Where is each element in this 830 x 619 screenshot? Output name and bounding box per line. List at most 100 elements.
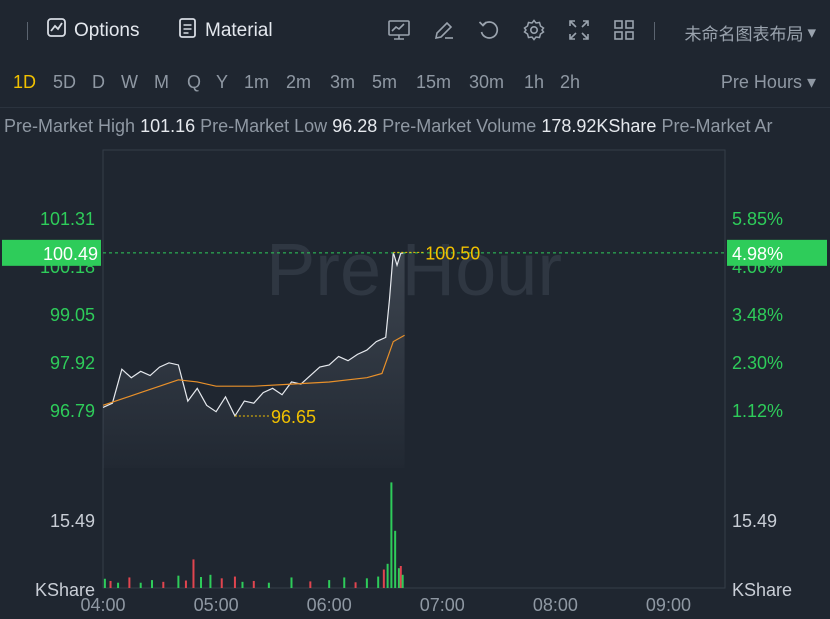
watermark: Pre Hour	[266, 228, 562, 311]
current-percent-label: 4.98%	[732, 244, 783, 264]
volume-bar	[390, 482, 393, 588]
volume-bar	[220, 578, 223, 588]
period-tab-m[interactable]: M	[154, 72, 169, 92]
period-tab-5m[interactable]: 5m	[372, 72, 398, 92]
high-marker-label: 100.50	[425, 243, 480, 263]
low-marker-label: 96.65	[271, 407, 316, 427]
volume-unit-label: KShare	[732, 580, 792, 600]
volume-label: Pre-Market Volume	[382, 116, 537, 136]
volume-bar	[209, 574, 212, 588]
volume-bar	[382, 569, 385, 588]
volume-tick-label: 15.49	[50, 511, 95, 531]
period-tab-d[interactable]: D	[92, 72, 105, 92]
period-tab-1d[interactable]: 1D	[13, 72, 37, 92]
volume-bar	[139, 582, 142, 588]
time-tick-label: 04:00	[80, 595, 125, 615]
volume-bar	[200, 577, 203, 588]
volume-unit-label: KShare	[35, 580, 95, 600]
settings-icon[interactable]	[522, 18, 546, 42]
period-tab-1m[interactable]: 1m	[244, 72, 270, 92]
trailing-stat-label: Pre-Market Ar	[661, 116, 773, 136]
volume-bar	[103, 578, 106, 588]
price-tick-label: 101.31	[40, 209, 95, 229]
volume-bar	[184, 580, 187, 588]
percent-tick-label: 2.30%	[732, 353, 783, 373]
options-icon	[46, 17, 68, 45]
reset-icon[interactable]	[477, 18, 501, 42]
percent-tick-label: 3.48%	[732, 305, 783, 325]
period-tab-5d[interactable]: 5D	[53, 72, 77, 92]
chart-icon[interactable]	[387, 18, 411, 42]
caret-down-icon: ▾	[807, 22, 816, 42]
percent-tick-label: 1.12%	[732, 401, 783, 421]
caret-down-icon: ▾	[806, 72, 816, 92]
period-tab-30m[interactable]: 30m	[469, 72, 505, 92]
grid-icon[interactable]	[612, 18, 636, 42]
material-button[interactable]: Material	[177, 18, 273, 44]
volume-bar	[386, 563, 389, 588]
high-value: 101.16	[140, 116, 196, 136]
pre-hours-selector[interactable]: Pre Hours ▾	[721, 72, 816, 93]
volume-bar	[177, 575, 180, 588]
volume-bar	[162, 581, 165, 588]
period-tab-q[interactable]: Q	[187, 72, 202, 92]
divider	[0, 107, 830, 108]
volume-bar	[233, 576, 236, 588]
volume-bar	[117, 582, 120, 588]
price-area	[103, 252, 405, 468]
price-tick-label: 99.05	[50, 305, 95, 325]
time-tick-label: 05:00	[194, 595, 239, 615]
price-chart[interactable]: Pre Hour 101.31100.1899.0597.9296.7915.4…	[0, 140, 830, 619]
time-tick-label: 07:00	[420, 595, 465, 615]
period-tab-3m[interactable]: 3m	[330, 72, 356, 92]
volume-bar	[192, 559, 195, 588]
high-label: Pre-Market High	[4, 116, 136, 136]
low-value: 96.28	[332, 116, 378, 136]
volume-bar	[343, 577, 346, 588]
price-line	[102, 252, 405, 418]
volume-bar	[267, 582, 270, 588]
volume-bar	[328, 580, 331, 588]
plot-frame	[102, 149, 726, 589]
percent-tick-label: 5.85%	[732, 209, 783, 229]
pre-hours-label: Pre Hours	[720, 72, 802, 92]
period-tab-w[interactable]: W	[121, 72, 138, 92]
volume-bar	[241, 581, 244, 588]
material-label: Material	[205, 20, 273, 41]
layout-selector[interactable]: 未命名图表布局 ▾	[684, 20, 816, 45]
period-tab-1h[interactable]: 1h	[524, 72, 545, 92]
period-tab-2m[interactable]: 2m	[286, 72, 312, 92]
volume-bar	[377, 576, 380, 588]
pre-market-stats: Pre-Market High 101.16 Pre-Market Low 96…	[4, 116, 830, 137]
current-price-badge	[2, 239, 101, 266]
document-icon	[177, 17, 199, 45]
time-tick-label: 06:00	[307, 595, 352, 615]
current-percent-badge	[727, 239, 827, 266]
volume-bar	[354, 582, 357, 588]
price-tick-label: 96.79	[50, 401, 95, 421]
toolbar-separator	[27, 22, 28, 40]
volume-tick-label: 15.49	[732, 511, 777, 531]
low-label: Pre-Market Low	[200, 116, 328, 136]
volume-bar	[399, 566, 402, 588]
time-tick-label: 09:00	[646, 595, 691, 615]
draw-icon[interactable]	[432, 18, 456, 42]
options-button[interactable]: Options	[46, 18, 139, 44]
volume-bar	[309, 581, 312, 588]
top-toolbar: Options Material 未命名图表布局 ▾	[0, 0, 830, 60]
options-label: Options	[74, 20, 140, 41]
volume-bar	[401, 574, 404, 588]
fullscreen-icon[interactable]	[567, 18, 591, 42]
volume-bar	[397, 568, 400, 588]
volume-value: 178.92KShare	[541, 116, 657, 136]
price-tick-label: 97.92	[50, 353, 95, 373]
volume-bar	[109, 580, 112, 588]
average-price-line	[102, 334, 405, 406]
period-tab-2h[interactable]: 2h	[560, 72, 581, 92]
volume-bar	[394, 530, 397, 588]
layout-label: 未命名图表布局	[684, 25, 804, 44]
period-tab-y[interactable]: Y	[216, 72, 229, 92]
period-tab-15m[interactable]: 15m	[416, 72, 452, 92]
current-price-label: 100.49	[43, 244, 98, 264]
volume-bar	[365, 578, 368, 588]
